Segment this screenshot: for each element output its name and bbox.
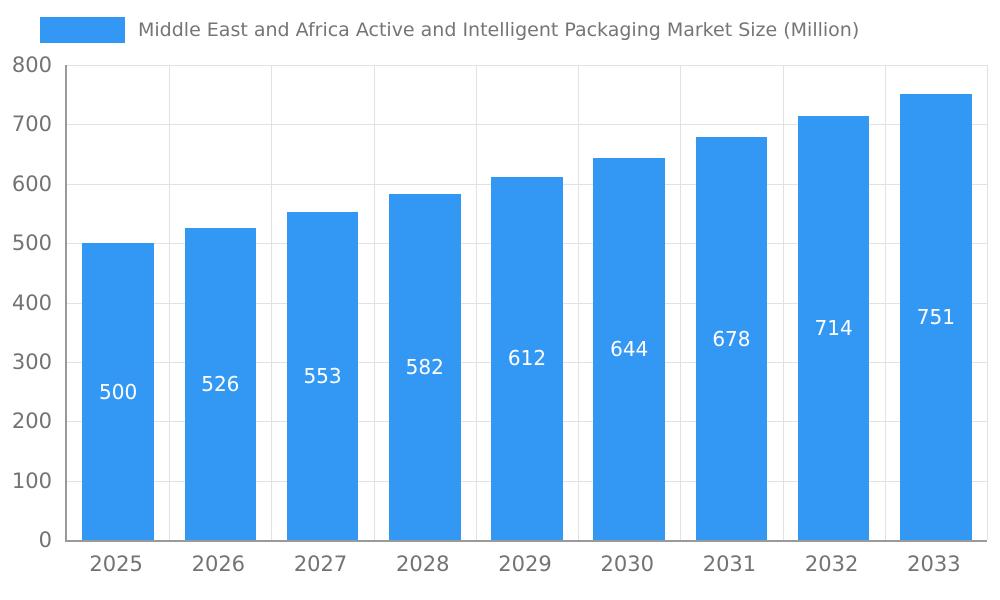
y-axis-label: 300 xyxy=(11,349,52,374)
x-axis-label: 2031 xyxy=(702,552,757,576)
bar: 714 xyxy=(797,116,870,540)
bar-value-label: 526 xyxy=(201,371,240,396)
bar: 526 xyxy=(184,227,257,540)
y-axis-label: 100 xyxy=(11,468,52,493)
y-axis-label: 0 xyxy=(38,528,52,552)
bar: 553 xyxy=(286,211,359,540)
v-gridline xyxy=(578,65,580,540)
x-axis-label: 2032 xyxy=(804,552,859,576)
x-axis-label: 2027 xyxy=(293,552,348,576)
bar-value-label: 582 xyxy=(405,355,444,380)
v-gridline xyxy=(884,65,886,540)
bar-value-label: 553 xyxy=(303,363,342,388)
h-gridline xyxy=(67,124,987,126)
y-axis-label: 600 xyxy=(11,171,52,196)
h-gridline xyxy=(67,65,987,66)
bar: 582 xyxy=(389,194,461,540)
bar-value-label: 714 xyxy=(814,316,853,341)
chart-title: Middle East and Africa Active and Intell… xyxy=(138,19,860,41)
bar: 678 xyxy=(695,137,768,540)
y-axis-label: 800 xyxy=(11,53,52,77)
x-axis-label: 2028 xyxy=(396,552,450,576)
bar-value-label: 678 xyxy=(712,326,751,351)
bar: 500 xyxy=(82,243,154,540)
x-axis-label: 2030 xyxy=(600,552,654,576)
legend: Middle East and Africa Active and Intell… xyxy=(40,16,859,44)
bar-value-label: 644 xyxy=(610,336,649,361)
v-gridline xyxy=(169,65,171,540)
v-gridline xyxy=(680,65,682,540)
bar-value-label: 612 xyxy=(507,346,547,371)
bar-value-label: 500 xyxy=(99,379,138,404)
bar: 644 xyxy=(593,157,665,540)
x-axis-label: 2026 xyxy=(191,552,246,576)
v-gridline xyxy=(987,65,988,540)
y-axis-label: 500 xyxy=(11,231,52,256)
bar-value-label: 751 xyxy=(916,305,955,330)
v-gridline xyxy=(373,65,375,540)
x-axis-label: 2033 xyxy=(907,552,961,576)
v-gridline xyxy=(271,65,273,540)
y-axis-label: 700 xyxy=(11,112,52,137)
legend-swatch xyxy=(40,17,125,43)
bar: 612 xyxy=(491,176,563,540)
y-axis-label: 400 xyxy=(11,290,52,315)
bar: 751 xyxy=(900,94,972,540)
v-gridline xyxy=(475,65,477,540)
plot-area: 500 526 553 582 612 644 678 714 751 xyxy=(65,65,988,542)
v-gridline xyxy=(782,65,784,540)
x-axis-label: 2029 xyxy=(498,552,552,576)
y-axis-label: 200 xyxy=(11,409,52,434)
x-axis-label: 2025 xyxy=(89,552,143,576)
